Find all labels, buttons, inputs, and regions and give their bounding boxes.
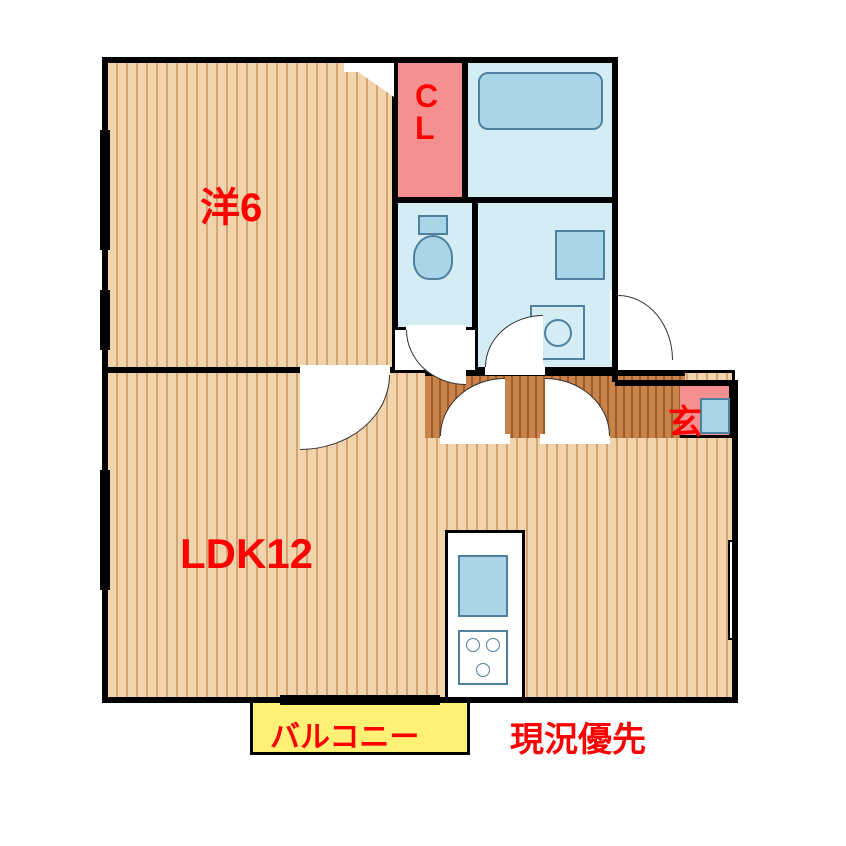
ldk-label: LDK12 (180, 530, 313, 578)
shoebox-fixture (700, 398, 730, 434)
door-arc (618, 295, 673, 360)
bathtub-fixture (478, 72, 603, 130)
balcony-label: バルコニー (270, 712, 419, 756)
entry-label: 玄 (668, 395, 702, 444)
outer-wall (102, 57, 108, 703)
outer-wall (612, 57, 618, 382)
outer-wall (105, 57, 615, 63)
washbasin-fixture (555, 230, 605, 280)
outer-wall (615, 380, 735, 386)
stove-fixture (458, 630, 508, 685)
toilet-bowl-fixture (408, 215, 458, 280)
outer-wall (732, 380, 738, 703)
closet-label: CL (415, 80, 447, 144)
fridge-fixture (458, 555, 508, 617)
outer-wall (105, 697, 738, 703)
closet-door-tri (344, 62, 394, 97)
bedroom-label: 洋6 (200, 175, 262, 233)
note-label: 現況優先 (510, 712, 646, 761)
